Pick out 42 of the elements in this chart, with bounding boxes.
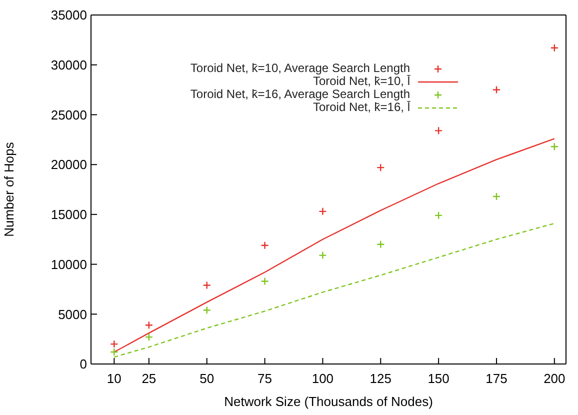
x-tick-label: 25	[142, 371, 156, 386]
point	[434, 126, 443, 135]
x-tick-label: 175	[486, 371, 508, 386]
point	[434, 211, 443, 220]
point	[110, 348, 118, 356]
y-tick-label: 35000	[50, 8, 87, 23]
point	[144, 321, 154, 330]
point	[550, 142, 559, 151]
point	[202, 306, 211, 314]
point	[202, 281, 211, 290]
point	[110, 340, 118, 348]
x-tick-label: 125	[370, 371, 392, 386]
legend-label: Toroid Net, k̄=16, l̄	[312, 100, 410, 114]
y-tick-label: 10000	[50, 256, 87, 272]
legend-label: Toroid Net, k̄=10, l̄	[312, 74, 410, 88]
point	[550, 44, 559, 52]
y-tick-label: 5000	[58, 306, 87, 322]
x-tick-label: 50	[200, 371, 214, 386]
point	[492, 86, 501, 94]
legend-label: Toroid Net, k̄=10, Average Search Length	[190, 61, 410, 75]
x-tick-label: 150	[428, 371, 450, 386]
y-tick-label: 20000	[50, 157, 87, 172]
y-axis-title: Number of Hops	[2, 142, 17, 237]
x-axis-title: Network Size (Thousands of Nodes)	[224, 394, 433, 409]
line-series	[114, 138, 556, 353]
legend-label: Toroid Net, k̄=16, Average Search Length	[190, 87, 410, 101]
y-tick-label: 25000	[50, 107, 87, 122]
point	[376, 240, 385, 248]
point	[318, 207, 327, 216]
x-tick-label: 10	[106, 371, 122, 386]
point	[144, 332, 154, 342]
y-tick-label: 15000	[50, 207, 87, 222]
point	[318, 251, 327, 260]
x-tick-label: 100	[312, 371, 334, 386]
y-tick-label: 30000	[50, 57, 87, 72]
point	[492, 192, 501, 201]
x-tick-label: 200	[544, 371, 566, 386]
point	[376, 163, 385, 172]
x-tick-label: 75	[258, 371, 272, 386]
point	[260, 277, 269, 286]
y-tick-label: 0	[80, 356, 87, 372]
point	[260, 241, 269, 250]
